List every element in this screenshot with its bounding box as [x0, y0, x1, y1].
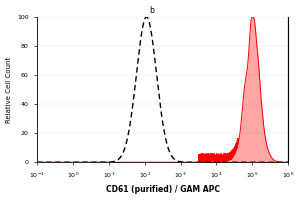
Y-axis label: Relative Cell Count: Relative Cell Count	[6, 56, 12, 123]
X-axis label: CD61 (purified) / GAM APC: CD61 (purified) / GAM APC	[106, 185, 220, 194]
Text: b: b	[149, 6, 154, 15]
